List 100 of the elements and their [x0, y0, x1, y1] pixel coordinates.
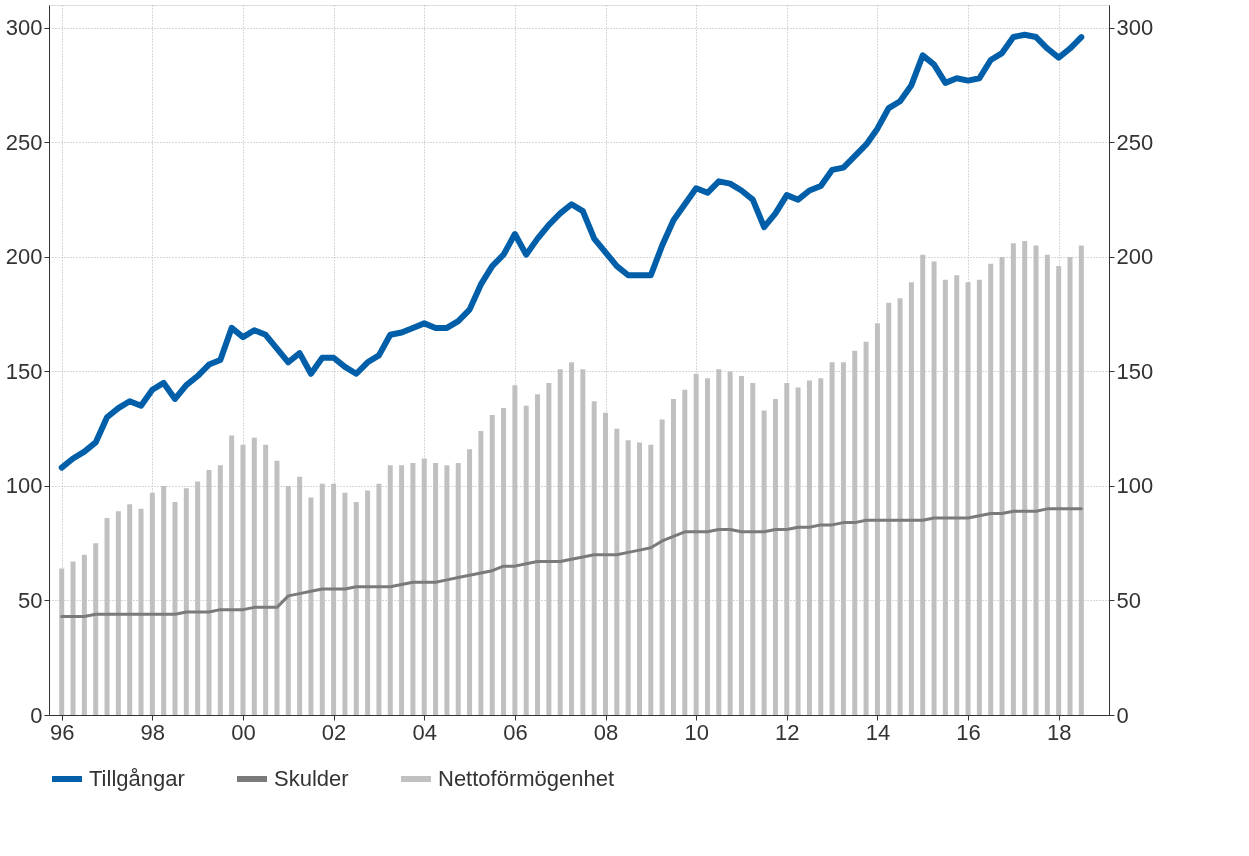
bar — [251, 437, 257, 715]
bar — [988, 263, 994, 715]
bar — [331, 483, 337, 715]
y-tick-label: 150 — [5, 358, 43, 384]
bar — [308, 497, 314, 715]
bar — [897, 298, 903, 715]
bar — [659, 419, 665, 715]
legend-label: Skulder — [274, 766, 349, 791]
bar — [59, 568, 65, 715]
bar — [965, 282, 971, 715]
bar — [399, 465, 405, 715]
y2-tick-label: 100 — [1116, 473, 1154, 499]
x-tick-label: 18 — [1046, 719, 1072, 745]
bar — [886, 302, 892, 715]
bar — [523, 405, 529, 715]
bar — [455, 463, 461, 715]
bar — [512, 385, 518, 715]
line-series — [60, 507, 1083, 619]
bar — [716, 369, 722, 715]
bar — [704, 378, 710, 715]
bar — [297, 476, 303, 715]
bar — [387, 465, 393, 715]
bar — [70, 561, 76, 715]
bar — [569, 362, 575, 715]
bar — [625, 440, 631, 715]
bar — [693, 373, 699, 715]
bar — [240, 444, 246, 715]
bar — [852, 350, 858, 715]
x-tick-label: 00 — [231, 719, 256, 745]
bar — [761, 410, 767, 715]
bar — [1022, 240, 1028, 715]
x-tick-label: 16 — [956, 719, 981, 745]
bar — [682, 389, 688, 715]
bar — [908, 282, 914, 715]
bar — [772, 398, 778, 715]
x-tick-label: 12 — [775, 719, 800, 745]
bar — [999, 256, 1005, 715]
x-tick-label: 06 — [503, 719, 528, 745]
y-tick-label: 300 — [5, 15, 43, 41]
bar — [274, 460, 280, 715]
y-tick-label: 50 — [18, 587, 43, 613]
bar — [501, 408, 507, 715]
bar — [614, 428, 620, 715]
bar — [784, 382, 790, 715]
bar — [206, 469, 212, 715]
y2-tick-label: 300 — [1116, 15, 1154, 41]
bar — [840, 362, 846, 715]
bar — [93, 543, 99, 715]
y2-tick-label: 150 — [1116, 358, 1154, 384]
bar — [557, 369, 563, 715]
x-tick-label: 96 — [49, 719, 75, 745]
bar — [410, 463, 416, 715]
bar — [863, 341, 869, 715]
bar — [319, 483, 325, 715]
bar — [217, 465, 223, 715]
bar — [376, 483, 382, 715]
y-tick-label: 200 — [5, 244, 43, 270]
bar — [115, 511, 121, 715]
bar — [546, 382, 552, 715]
bar — [195, 481, 201, 715]
bar — [648, 444, 654, 715]
y2-tick-label: 250 — [1116, 129, 1154, 155]
bar — [161, 485, 167, 715]
bar — [535, 394, 541, 715]
bar — [1056, 266, 1062, 715]
bar — [750, 382, 756, 715]
bar — [342, 492, 348, 715]
bar — [795, 387, 801, 715]
bar — [127, 504, 133, 715]
bar — [229, 435, 235, 715]
bar — [444, 465, 450, 715]
x-tick-label: 04 — [412, 719, 437, 745]
x-tick-label: 02 — [321, 719, 347, 745]
bar — [931, 261, 937, 715]
y2-tick-label: 50 — [1116, 587, 1141, 613]
bar — [954, 275, 960, 715]
bar — [580, 369, 586, 715]
bar — [920, 254, 926, 715]
bar — [942, 279, 948, 715]
bar — [467, 449, 473, 715]
bar — [183, 488, 189, 715]
x-tick-label: 14 — [865, 719, 891, 745]
bar — [489, 414, 495, 715]
bar — [138, 508, 144, 715]
bar — [1078, 245, 1084, 715]
bar — [670, 398, 676, 715]
bar — [738, 376, 744, 715]
bar — [433, 463, 439, 715]
y-tick-label: 250 — [5, 129, 43, 155]
bar — [353, 502, 359, 715]
bar — [1010, 243, 1016, 715]
bar — [603, 412, 609, 715]
bar — [874, 323, 880, 715]
bar — [976, 279, 982, 715]
x-tick-label: 98 — [140, 719, 166, 745]
bar — [421, 458, 427, 715]
bar — [1067, 256, 1073, 715]
x-tick-label: 10 — [684, 719, 709, 745]
legend-label: Tillgångar — [89, 766, 185, 791]
bar — [172, 502, 178, 715]
